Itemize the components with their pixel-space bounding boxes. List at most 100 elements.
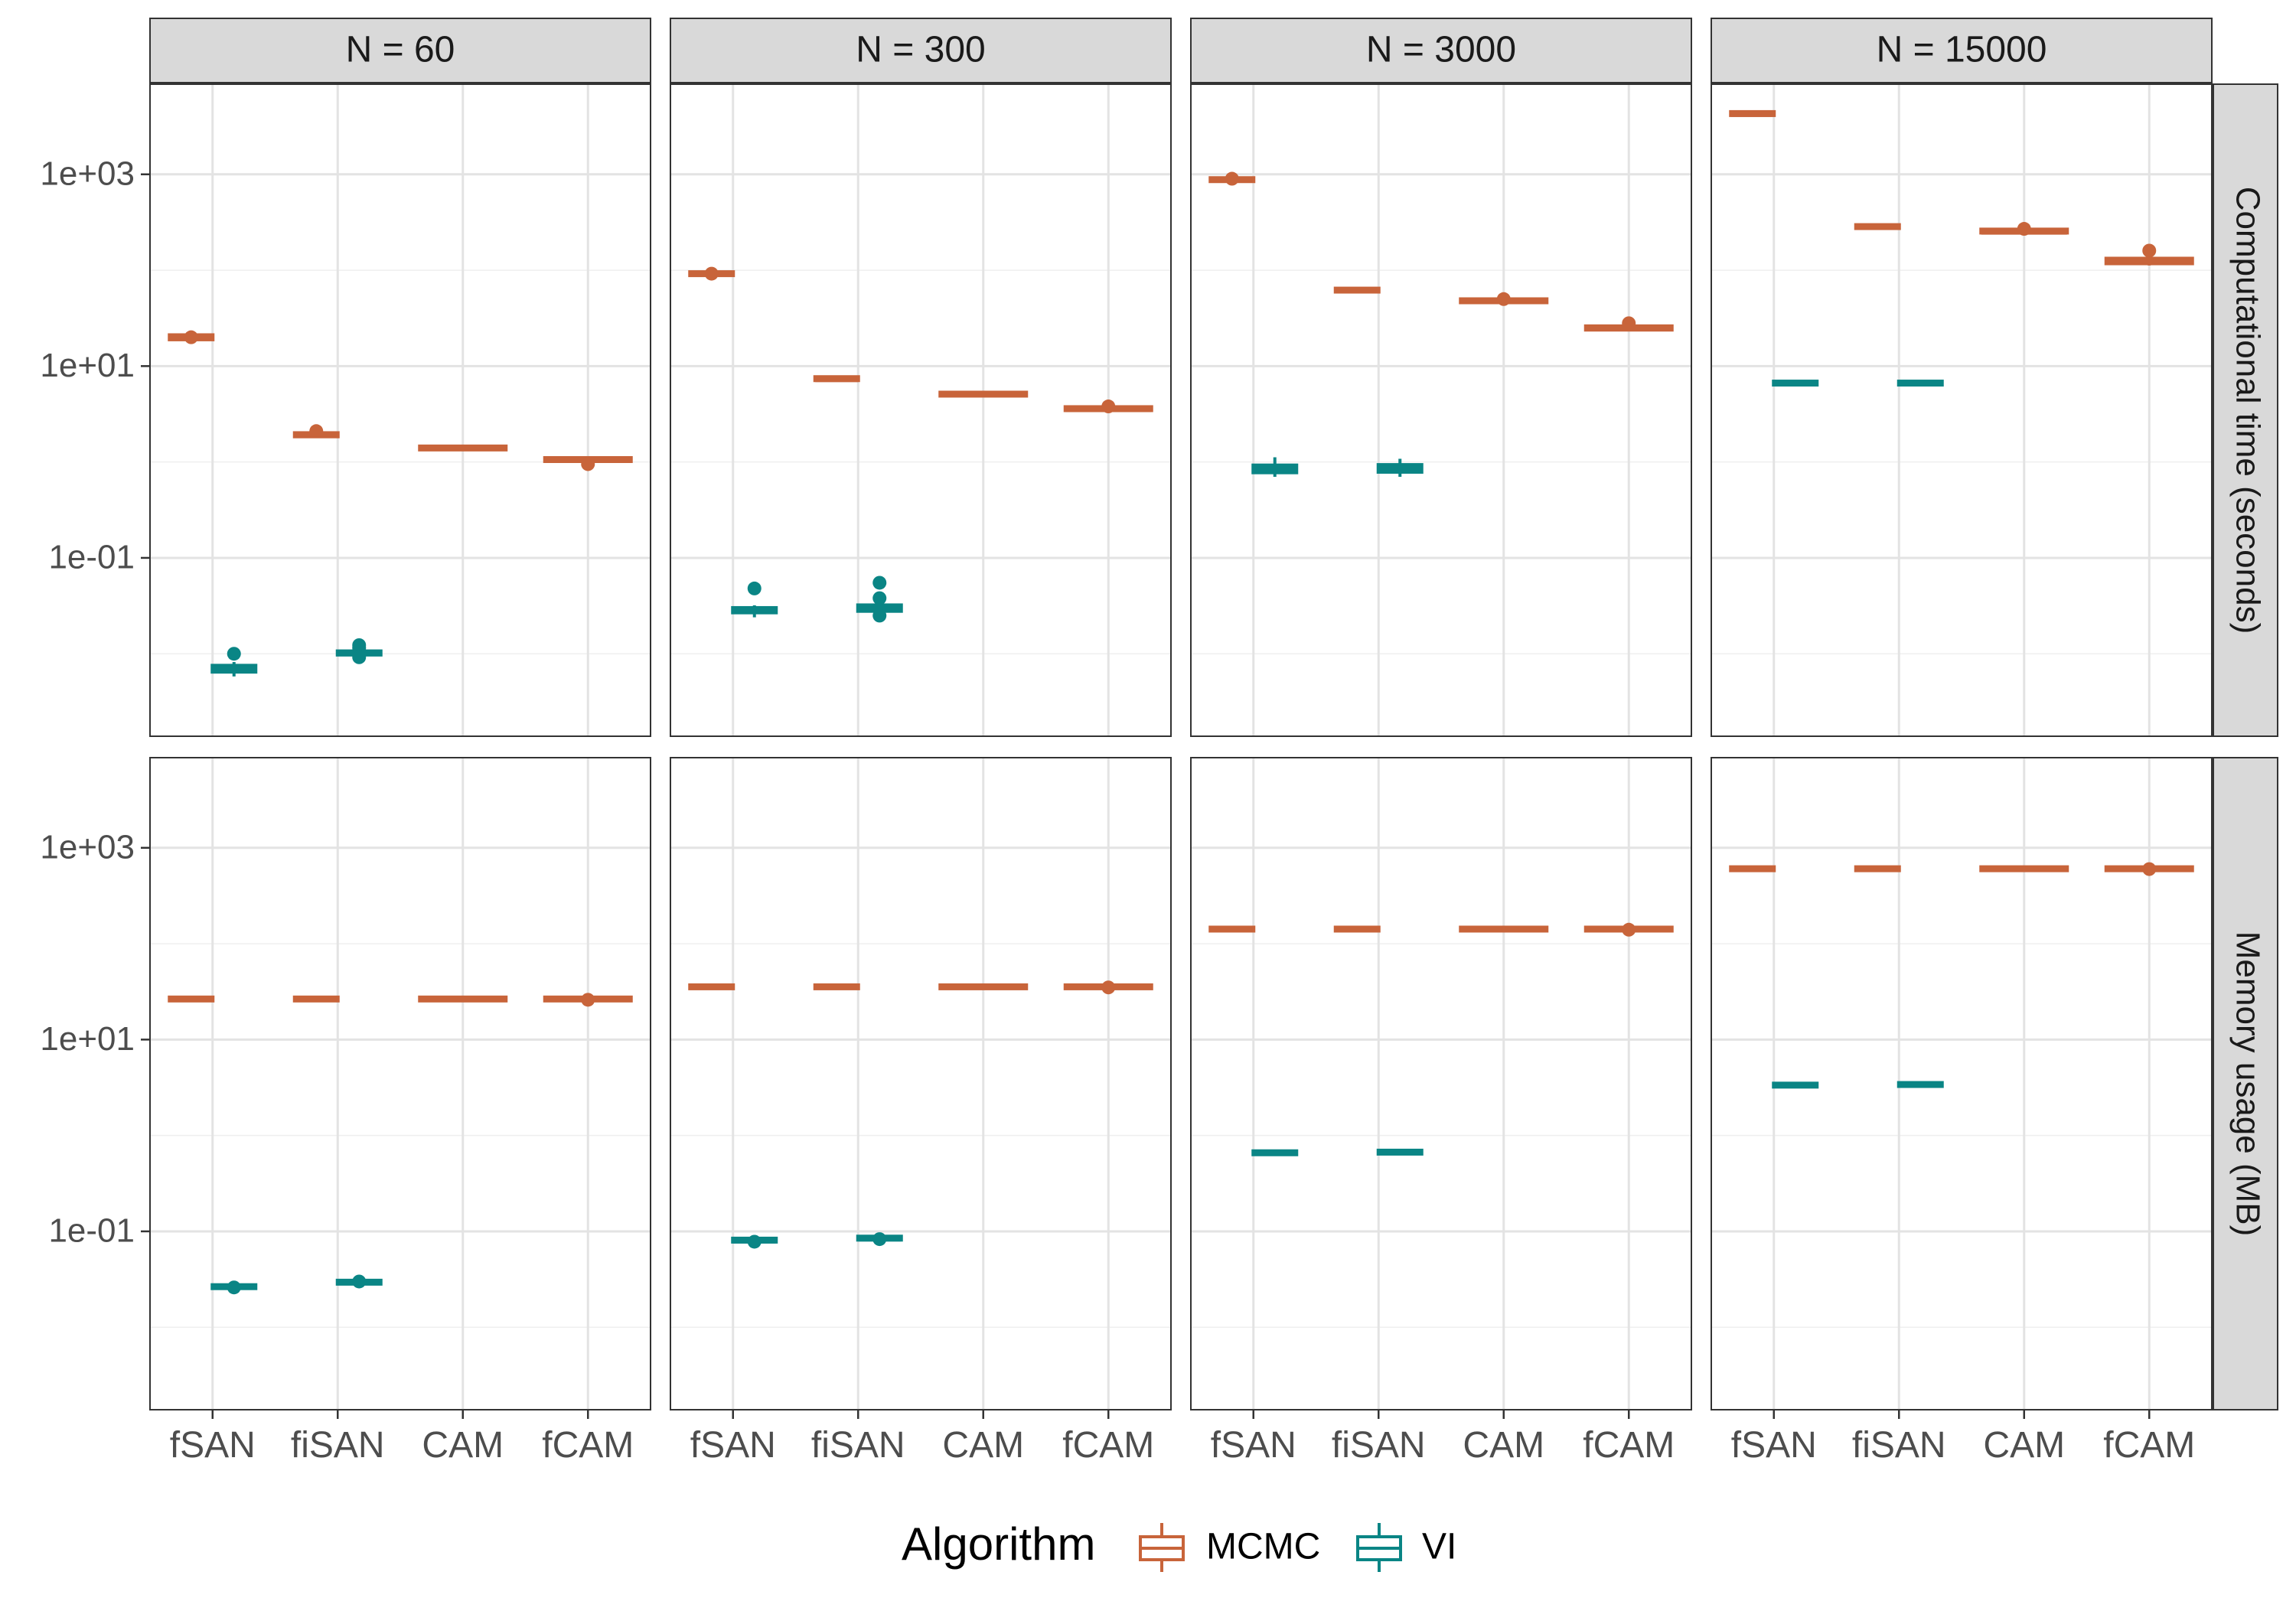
boxplot-vi xyxy=(335,1274,383,1289)
facet-panel: fSAN fiSAN CAM fCAM xyxy=(670,757,1172,1466)
boxplot-mcmc xyxy=(168,330,215,344)
boxplot-mcmc xyxy=(1208,171,1256,186)
boxplot-vi xyxy=(1251,1149,1299,1156)
y-tick-label: 1e+01 xyxy=(40,1020,135,1058)
boxplot-mcmc xyxy=(688,983,735,990)
boxplot-outlier xyxy=(872,576,887,590)
panel-border xyxy=(149,757,651,1410)
facet-panel xyxy=(1711,83,2213,737)
x-tick-label: fCAM xyxy=(2103,1425,2195,1466)
boxplot-outlier xyxy=(352,1274,367,1289)
boxplot-outlier xyxy=(872,591,887,605)
panel-background xyxy=(1191,758,1691,1410)
boxplot-mcmc xyxy=(1583,316,1674,332)
panel-border xyxy=(670,83,1172,737)
facet-panel: 1e-01 1e+01 1e+03 fSAN fiSAN CAM fCAM xyxy=(40,757,651,1466)
facet-strip-col-0: N = 60 xyxy=(149,18,651,83)
boxplot-mcmc xyxy=(1729,865,1776,872)
facet-strip-row-0: Computational time (seconds) xyxy=(2213,83,2278,737)
facet-strip-label: Memory usage (MB) xyxy=(2229,931,2266,1237)
boxplot-vi xyxy=(210,1280,258,1295)
boxplot-outlier xyxy=(1101,980,1116,995)
x-tick-label: fSAN xyxy=(170,1425,256,1466)
boxplot-mcmc xyxy=(1979,865,2069,872)
boxplot-mcmc xyxy=(813,375,860,383)
y-tick-label: 1e+01 xyxy=(40,347,135,384)
boxplot-outlier xyxy=(309,424,324,439)
facet-strip-label: Computational time (seconds) xyxy=(2229,187,2266,634)
boxplot-vi xyxy=(1896,380,1944,387)
boxplot-mcmc xyxy=(2104,862,2194,876)
panel-background xyxy=(1191,84,1691,736)
panel-border xyxy=(670,757,1172,1410)
boxplot-outlier xyxy=(581,993,595,1007)
x-tick-label: fiSAN xyxy=(1852,1425,1946,1466)
x-tick-label: fCAM xyxy=(1583,1425,1675,1466)
y-tick-label: 1e+03 xyxy=(40,155,135,192)
boxplot-outlier xyxy=(704,266,719,281)
boxplot-mcmc xyxy=(1979,222,2069,236)
facet-strip-label: N = 3000 xyxy=(1366,30,1516,70)
boxplot-vi xyxy=(210,647,258,677)
boxplot-vi xyxy=(856,1232,903,1247)
panel-background xyxy=(150,758,651,1410)
boxplot-outlier xyxy=(227,647,241,661)
boxplot-outlier xyxy=(1101,399,1116,414)
boxplot-outlier xyxy=(2142,862,2157,876)
boxplot-vi xyxy=(1376,1148,1424,1156)
boxplot-outlier xyxy=(2142,243,2157,258)
boxplot-outlier xyxy=(872,608,887,623)
boxplot-outlier xyxy=(581,457,595,471)
boxplot-mcmc xyxy=(292,424,340,439)
facet-panels: N = 60 N = 300 N = 3000 N = 15000 Computatio… xyxy=(40,18,2278,1466)
panel-background xyxy=(1711,84,2212,736)
boxplot-mcmc xyxy=(1854,223,1901,230)
boxplot-vi xyxy=(335,638,383,664)
boxplot-vi xyxy=(1251,457,1299,478)
facet-strip-row-1: Memory usage (MB) xyxy=(2213,757,2278,1410)
facet-strip-label: N = 15000 xyxy=(1877,30,2047,70)
boxplot-vi xyxy=(1772,1081,1819,1089)
facet-strip-col-3: N = 15000 xyxy=(1711,18,2213,83)
facet-strip-col-1: N = 300 xyxy=(670,18,1172,83)
legend: Algorithm MCMC VI xyxy=(902,1518,1456,1572)
y-tick-label: 1e-01 xyxy=(48,539,135,576)
boxplot-outlier xyxy=(1622,922,1636,937)
legend-item-vi: VI xyxy=(1356,1523,1456,1572)
boxplot-mcmc xyxy=(1063,399,1153,414)
boxplot-outlier xyxy=(872,1232,887,1247)
facet-panel xyxy=(670,83,1172,737)
boxplot-mcmc xyxy=(292,995,340,1003)
facet-panel xyxy=(1190,83,1692,737)
boxplot-mcmc xyxy=(1459,292,1549,306)
boxplot-mcmc xyxy=(543,455,633,471)
y-tick-label: 1e+03 xyxy=(40,828,135,866)
boxplot-outlier xyxy=(1496,292,1511,306)
x-tick-label: CAM xyxy=(942,1425,1024,1466)
boxplot-vi xyxy=(856,576,903,623)
boxplot-outlier xyxy=(227,1280,241,1295)
boxplot-mcmc xyxy=(1854,865,1901,872)
legend-item-mcmc: MCMC xyxy=(1139,1523,1320,1572)
facet-strip-label: N = 300 xyxy=(856,30,985,70)
y-tick-label: 1e-01 xyxy=(48,1212,135,1250)
facet-panel: fSAN fiSAN CAM fCAM xyxy=(1711,757,2213,1466)
legend-title: Algorithm xyxy=(902,1518,1095,1570)
facet-strip-label: N = 60 xyxy=(346,30,455,70)
boxplot-mcmc xyxy=(1333,925,1381,933)
boxplot-outlier xyxy=(747,581,762,595)
boxplot-mcmc xyxy=(813,983,860,990)
boxplot-mcmc xyxy=(418,444,508,452)
panel-border xyxy=(1711,757,2213,1410)
boxplot-outlier xyxy=(352,650,367,664)
panel-background xyxy=(670,758,1171,1410)
panel-border xyxy=(1190,757,1692,1410)
legend-label-vi: VI xyxy=(1422,1527,1456,1567)
boxplot-outlier xyxy=(1225,171,1239,186)
x-tick-label: fiSAN xyxy=(811,1425,905,1466)
legend-label-mcmc: MCMC xyxy=(1206,1527,1320,1567)
x-tick-label: fSAN xyxy=(1211,1425,1296,1466)
boxplot-mcmc xyxy=(1333,286,1381,294)
